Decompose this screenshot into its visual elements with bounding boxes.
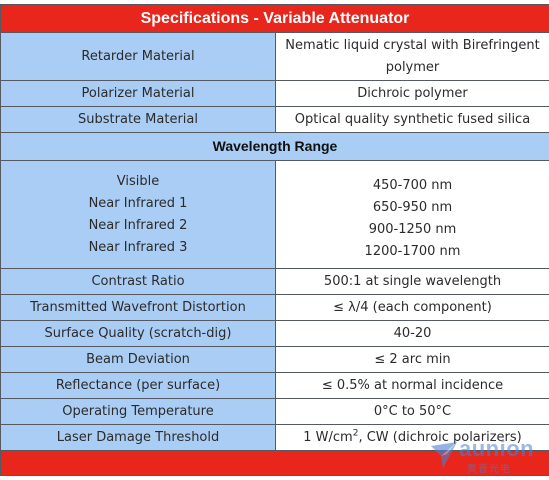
row-value: Dichroic polymer	[275, 80, 549, 107]
section-header-row: Wavelength Range	[0, 132, 549, 161]
row-value: 40-20	[275, 320, 549, 347]
value-text: , CW (dichroic polarizers)	[358, 429, 522, 445]
row-label: Surface Quality (scratch-dig)	[0, 320, 276, 347]
table-row-polarizer: Polarizer Material Dichroic polymer	[0, 80, 549, 107]
logo-subtitle: 奥普光电	[467, 464, 511, 475]
row-value: ≤ 0.5% at normal incidence	[275, 372, 549, 399]
row-label: Polarizer Material	[0, 80, 276, 107]
wavelength-label: Near Infrared 1	[88, 195, 188, 211]
row-value: Optical quality synthetic fused silica	[275, 106, 549, 133]
row-label: Operating Temperature	[0, 398, 276, 425]
table-footer-row	[0, 450, 549, 476]
table-header-row: Specifications - Variable Attenuator	[0, 4, 549, 33]
superscript: 2	[352, 428, 359, 439]
watermark-logo: aunion 奥普光电	[429, 436, 541, 475]
table-row-retarder: Retarder Material Nematic liquid crystal…	[0, 32, 549, 81]
row-label: Contrast Ratio	[0, 268, 276, 295]
row-label: Retarder Material	[0, 32, 276, 81]
wavelength-label: Near Infrared 3	[88, 239, 188, 255]
table-row-wavefront: Transmitted Wavefront Distortion ≤ λ/4 (…	[0, 294, 549, 321]
wavelength-value: 900-1250 nm	[368, 221, 457, 237]
table-row-reflectance: Reflectance (per surface) ≤ 0.5% at norm…	[0, 372, 549, 399]
logo-word: aunion	[459, 436, 535, 461]
wavelength-values: 450-700 nm 650-950 nm 900-1250 nm 1200-1…	[275, 160, 549, 269]
table-row-wavelength: Visible Near Infrared 1 Near Infrared 2 …	[0, 160, 549, 269]
row-label: Transmitted Wavefront Distortion	[0, 294, 276, 321]
section-title: Wavelength Range	[0, 132, 549, 161]
row-value: ≤ λ/4 (each component)	[275, 294, 549, 321]
wavelength-value: 450-700 nm	[372, 177, 453, 193]
logo-mark-icon	[431, 442, 457, 468]
row-label: Beam Deviation	[0, 346, 276, 373]
table-row-beam-deviation: Beam Deviation ≤ 2 arc min	[0, 346, 549, 373]
row-value-line: polymer	[385, 59, 440, 75]
row-label: Laser Damage Threshold	[0, 424, 276, 451]
row-label: Substrate Material	[0, 106, 276, 133]
table-row-damage-threshold: Laser Damage Threshold 1 W/cm2, CW (dich…	[0, 424, 549, 451]
footer-bar	[0, 450, 549, 476]
table-row-surface-quality: Surface Quality (scratch-dig) 40-20	[0, 320, 549, 347]
table-row-contrast: Contrast Ratio 500:1 at single wavelengt…	[0, 268, 549, 295]
wavelength-value: 650-950 nm	[372, 199, 453, 215]
table-title: Specifications - Variable Attenuator	[0, 4, 549, 33]
row-label: Reflectance (per surface)	[0, 372, 276, 399]
row-value: ≤ 2 arc min	[275, 346, 549, 373]
row-value: 0°C to 50°C	[275, 398, 549, 425]
wavelength-label: Visible	[116, 173, 160, 189]
row-value-line: Nematic liquid crystal with Birefringent	[285, 37, 540, 53]
wavelength-value: 1200-1700 nm	[364, 243, 461, 259]
row-value: Nematic liquid crystal with Birefringent…	[275, 32, 549, 81]
value-text: 1 W/cm	[303, 429, 353, 445]
wavelength-label: Near Infrared 2	[88, 217, 188, 233]
table-row-substrate: Substrate Material Optical quality synth…	[0, 106, 549, 133]
wavelength-labels: Visible Near Infrared 1 Near Infrared 2 …	[0, 160, 276, 269]
row-value: 500:1 at single wavelength	[275, 268, 549, 295]
spec-table: Specifications - Variable Attenuator Ret…	[0, 4, 549, 476]
table-row-temperature: Operating Temperature 0°C to 50°C	[0, 398, 549, 425]
